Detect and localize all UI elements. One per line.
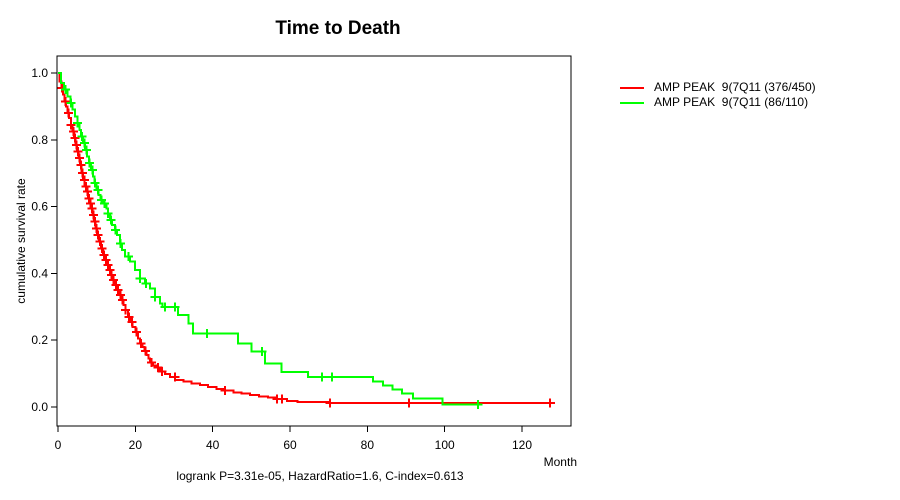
x-tick-label: 100 xyxy=(435,438,455,452)
y-tick-label: 0.8 xyxy=(31,133,48,147)
y-tick-label: 0.2 xyxy=(31,333,48,347)
censor-marks-1 xyxy=(57,83,555,408)
survival-curves xyxy=(57,72,555,409)
x-tick-label: 80 xyxy=(361,438,375,452)
legend: AMP PEAK 9(7Q11 (376/450) AMP PEAK 9(7Q1… xyxy=(620,80,816,110)
x-tick-label: 20 xyxy=(129,438,143,452)
x-tick-label: 60 xyxy=(283,438,297,452)
censor-marks-2 xyxy=(61,85,483,409)
x-tick-label: 120 xyxy=(512,438,532,452)
legend-item-group2: AMP PEAK 9(7Q11 (86/110) xyxy=(620,95,816,110)
y-axis-label: cumulative survival rate xyxy=(14,178,28,304)
stats-footer: logrank P=3.31e-05, HazardRatio=1.6, C-i… xyxy=(176,469,464,483)
x-tick-label: 0 xyxy=(55,438,62,452)
legend-label-group2: AMP PEAK 9(7Q11 (86/110) xyxy=(654,95,809,109)
x-tick-label: 40 xyxy=(206,438,220,452)
x-axis-label: Month xyxy=(544,455,577,469)
x-axis-ticks: 0 20 40 60 80 100 120 xyxy=(55,426,532,452)
plot-border xyxy=(56,55,572,427)
y-tick-label: 0.0 xyxy=(31,400,48,414)
survival-curve-1 xyxy=(58,72,555,404)
legend-item-group1: AMP PEAK 9(7Q11 (376/450) xyxy=(620,80,816,95)
y-axis-ticks: 0.0 0.2 0.4 0.6 0.8 1.0 xyxy=(31,66,57,414)
y-tick-label: 0.6 xyxy=(31,200,48,214)
chart-title: Time to Death xyxy=(275,18,400,39)
y-tick-label: 0.4 xyxy=(31,266,48,280)
survival-curve-2 xyxy=(58,72,478,406)
legend-line-swatch-green xyxy=(620,101,644,104)
legend-line-swatch-red xyxy=(620,86,644,89)
legend-label-group1: AMP PEAK 9(7Q11 (376/450) xyxy=(654,80,816,94)
y-tick-label: 1.0 xyxy=(31,66,48,80)
